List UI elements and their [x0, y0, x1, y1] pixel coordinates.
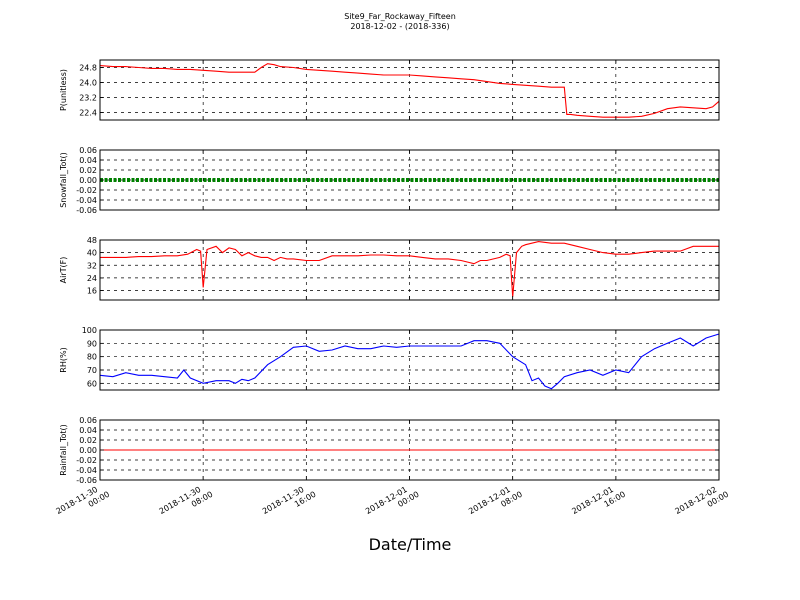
y-tick-label: 32 [87, 261, 97, 270]
x-tick-label-4: 2018-12-0108:00 [467, 481, 524, 525]
y-axis-label-3: AirT(F) [59, 257, 68, 284]
y-tick-label: 0.00 [79, 176, 97, 185]
subplot-2: 0.060.040.020.00-0.02-0.04-0.06 Snowfall_… [59, 146, 720, 215]
y-axis-label-1: P(unitless) [59, 69, 68, 111]
subplot-1: 24.8 24.0 23.2 22.4 P(unitless) [59, 59, 720, 121]
y-axis-label-2: Snowfall_Tot() [59, 152, 68, 208]
y-axis-label-4: RH(%) [59, 347, 68, 372]
subplot-stack: 24.824.023.222.4P(unitless)0.060.040.020… [59, 59, 720, 485]
y-tick-label: 16 [87, 287, 97, 296]
y-tick-label: -0.04 [76, 466, 97, 475]
y-tick-label: 24.8 [79, 64, 97, 73]
chart-title: Site9_Far_Rockaway_Fifteen [344, 12, 456, 21]
x-axis-label: Date/Time [369, 535, 452, 554]
series-line-1-0 [99, 63, 720, 118]
y-tick-label: -0.02 [76, 456, 97, 465]
y-tick-label: 24 [87, 274, 97, 283]
y-tick-label: -0.04 [76, 196, 97, 205]
x-tick-label-2: 2018-11-3016:00 [261, 481, 318, 525]
subplot-5: 0.060.040.020.00-0.02-0.04-0.06 Rainfall_… [59, 416, 720, 485]
y-tick-label: 0.04 [79, 156, 97, 165]
y-tick-label: 23.2 [79, 94, 97, 103]
y-tick-label: -0.06 [76, 206, 97, 215]
y-tick-label: 60 [87, 379, 97, 388]
y-tick-label: 0.02 [79, 436, 97, 445]
chart-subtitle: 2018-12-02 - (2018-336) [350, 22, 449, 31]
x-tick-label-1: 2018-11-3008:00 [158, 481, 215, 525]
y-tick-label: -0.02 [76, 186, 97, 195]
y-tick-label: -0.06 [76, 476, 97, 485]
y-tick-label: 0.04 [79, 426, 97, 435]
y-axis-label-5: Rainfall_Tot() [59, 424, 68, 476]
x-axis-tick-labels: 2018-11-3000:00 2018-11-3008:00 2018-11-30… [54, 481, 730, 525]
x-tick-label-3: 2018-12-0100:00 [364, 481, 421, 525]
y-tick-label: 0.06 [79, 146, 97, 155]
series-line-4-0 [99, 333, 720, 390]
y-tick-label: 0.02 [79, 166, 97, 175]
subplot-4: 100 90 80 70 60 RH(%) [59, 326, 720, 391]
y-tick-label: 22.4 [79, 109, 97, 118]
x-tick-label-6: 2018-12-0200:00 [673, 481, 730, 525]
y-tick-label: 100 [82, 326, 97, 335]
y-tick-label: 0.06 [79, 416, 97, 425]
subplot-3: 48 40 32 24 16 AirT(F) [59, 236, 720, 301]
y-tick-label: 90 [87, 339, 97, 348]
y-tick-label: 48 [87, 236, 97, 245]
y-tick-label: 0.00 [79, 446, 97, 455]
y-tick-label: 24.0 [79, 79, 97, 88]
y-tick-label: 80 [87, 353, 97, 362]
x-tick-label-0: 2018-11-3000:00 [54, 481, 111, 525]
y-tick-label: 70 [87, 366, 97, 375]
x-tick-label-5: 2018-12-0116:00 [570, 481, 627, 525]
series-line-3-0 [100, 241, 719, 297]
y-tick-label: 40 [87, 249, 97, 258]
